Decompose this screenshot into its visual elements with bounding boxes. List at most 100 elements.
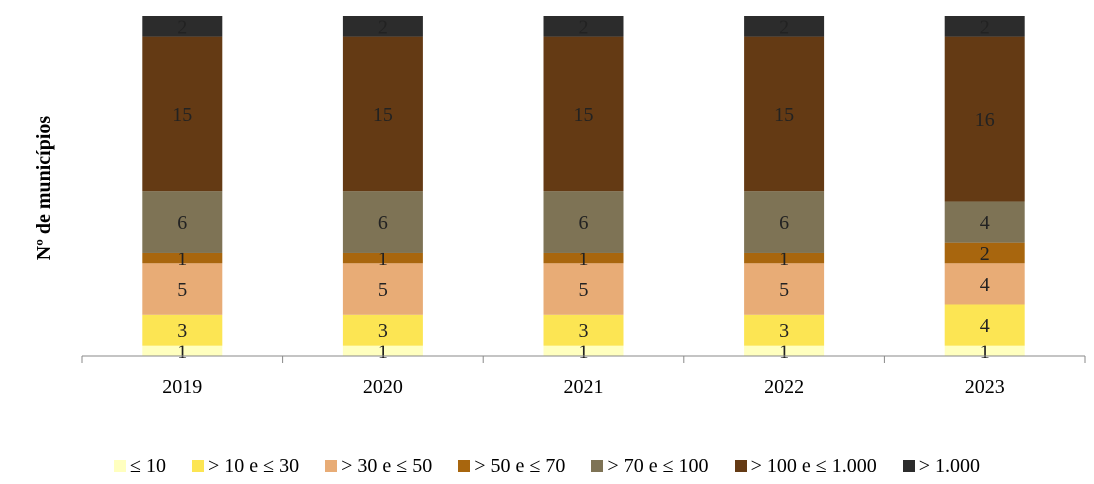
x-tick-label-2022: 2022 — [764, 376, 804, 398]
data-label-2021-s0: 1 — [579, 341, 589, 363]
bar-segment-2022-s4 — [744, 191, 825, 253]
bar-segment-2023-s6 — [944, 16, 1025, 37]
legend-label-s0: ≤ 10 — [130, 454, 166, 477]
y-axis-label: Nº de municípios — [33, 116, 55, 261]
x-tick-label-2021: 2021 — [564, 376, 604, 398]
legend-item-s5: > 100 e ≤ 1.000 — [734, 454, 877, 478]
data-label-2023-s0: 1 — [980, 341, 990, 363]
data-label-2023-s1: 4 — [980, 315, 990, 337]
data-label-2019-s6: 2 — [177, 16, 187, 38]
bar-segment-2022-s1 — [744, 314, 825, 346]
data-label-2019-s2: 5 — [177, 279, 187, 301]
plot-area: 1351615220191351615220201351615220211351… — [81, 16, 1086, 398]
stacked-bar-chart: 1351615220191351615220201351615220211351… — [33, 16, 1086, 398]
legend-item-s2: > 30 e ≤ 50 — [325, 455, 432, 478]
data-label-2022-s5: 15 — [774, 104, 794, 126]
data-label-2022-s0: 1 — [779, 341, 789, 363]
legend-item-s6: > 1.000 — [902, 454, 980, 478]
data-label-2019-s4: 6 — [177, 212, 187, 234]
bar-segment-2021-s3 — [543, 252, 624, 264]
data-label-2021-s6: 2 — [579, 16, 589, 38]
bar-segment-2020-s5 — [342, 36, 423, 192]
bar-segment-2023-s0 — [944, 345, 1025, 356]
data-label-2022-s1: 3 — [779, 320, 789, 342]
legend-label-s6: > 1.000 — [918, 454, 980, 477]
bar-segment-2019-s2 — [142, 263, 223, 315]
data-label-2021-s1: 3 — [579, 320, 589, 342]
legend-item-s0: ≤ 10 — [114, 455, 166, 478]
data-label-2023-s4: 4 — [980, 212, 990, 234]
data-label-2019-s0: 1 — [177, 341, 187, 363]
data-label-2022-s4: 6 — [779, 212, 789, 234]
bar-segment-2022-s0 — [744, 345, 825, 356]
bar-segment-2022-s5 — [744, 36, 825, 192]
data-label-2022-s6: 2 — [779, 16, 789, 38]
data-label-2019-s1: 3 — [177, 320, 187, 342]
legend-swatch-s3 — [458, 460, 471, 472]
x-tick-label-2020: 2020 — [363, 376, 403, 398]
data-label-2021-s4: 6 — [579, 212, 589, 234]
data-label-2020-s0: 1 — [378, 341, 388, 363]
data-label-2020-s5: 15 — [373, 104, 393, 126]
legend-label-s5: > 100 e ≤ 1.000 — [750, 454, 877, 477]
legend-item-s1: > 10 e ≤ 30 — [192, 455, 299, 478]
x-tick-label-2023: 2023 — [965, 376, 1005, 398]
data-label-2020-s6: 2 — [378, 16, 388, 38]
bar-segment-2019-s5 — [142, 36, 223, 192]
bar-segment-2021-s2 — [543, 263, 624, 315]
bar-segment-2021-s6 — [543, 16, 624, 37]
x-tick-label-2019: 2019 — [162, 376, 202, 398]
data-label-2023-s5: 16 — [975, 109, 995, 131]
legend-swatch-s1 — [192, 460, 204, 472]
bar-segment-2021-s1 — [543, 314, 624, 346]
legend-swatch-s5 — [734, 460, 747, 472]
data-label-2021-s5: 15 — [574, 104, 594, 126]
bar-segment-2023-s1 — [944, 304, 1025, 346]
data-label-2022-s2: 5 — [779, 279, 789, 301]
legend-swatch-s0 — [114, 460, 127, 472]
data-label-2023-s3: 2 — [980, 243, 990, 265]
legend-item-s4: > 70 e ≤ 100 — [591, 454, 709, 478]
bar-segment-2023-s3 — [944, 242, 1025, 264]
data-label-2021-s2: 5 — [579, 279, 589, 301]
bar-segment-2020-s1 — [342, 314, 423, 346]
bar-segment-2019-s4 — [142, 191, 223, 253]
legend-label-s4: > 70 e ≤ 100 — [607, 454, 709, 477]
bar-segment-2021-s5 — [543, 36, 624, 192]
data-label-2020-s1: 3 — [378, 320, 388, 342]
legend-swatch-s6 — [902, 460, 915, 472]
bar-segment-2019-s3 — [142, 252, 223, 264]
bar-segment-2023-s4 — [944, 201, 1025, 243]
bar-segment-2019-s6 — [142, 16, 223, 37]
legend-swatch-s4 — [591, 460, 604, 472]
data-label-2023-s2: 4 — [980, 274, 990, 296]
data-label-2020-s2: 5 — [378, 279, 388, 301]
legend-label-s3: > 50 e ≤ 70 — [474, 454, 566, 477]
legend: ≤ 10 > 10 e ≤ 30 > 30 e ≤ 50 > 50 e ≤ 70 > 7… — [0, 452, 1094, 480]
legend-item-s3: > 50 e ≤ 70 — [458, 455, 565, 478]
bar-segment-2020-s3 — [342, 252, 423, 264]
bar-segment-2023-s5 — [944, 36, 1025, 202]
legend-label-s1: > 10 e ≤ 30 — [208, 454, 300, 477]
bar-segment-2022-s6 — [744, 16, 825, 37]
data-label-2023-s6: 2 — [980, 16, 990, 38]
data-label-2019-s3: 1 — [177, 248, 187, 270]
data-label-2021-s3: 1 — [579, 248, 589, 270]
bar-segment-2022-s2 — [744, 263, 825, 315]
data-label-2019-s5: 15 — [172, 104, 192, 126]
bar-segment-2019-s1 — [142, 314, 223, 346]
bar-segment-2023-s2 — [944, 263, 1025, 305]
bar-segment-2020-s0 — [342, 345, 423, 356]
data-label-2022-s3: 1 — [779, 248, 789, 270]
bar-segment-2021-s0 — [543, 345, 624, 356]
data-label-2020-s3: 1 — [378, 248, 388, 270]
legend-swatch-s2 — [325, 460, 338, 472]
bar-segment-2021-s4 — [543, 191, 624, 253]
bar-segment-2020-s4 — [342, 191, 423, 253]
data-label-2020-s4: 6 — [378, 212, 388, 234]
bar-segment-2020-s6 — [342, 16, 423, 37]
bar-segment-2020-s2 — [342, 263, 423, 315]
bar-segment-2019-s0 — [142, 345, 223, 356]
bar-segment-2022-s3 — [744, 252, 825, 264]
legend-label-s2: > 30 e ≤ 50 — [341, 454, 433, 477]
